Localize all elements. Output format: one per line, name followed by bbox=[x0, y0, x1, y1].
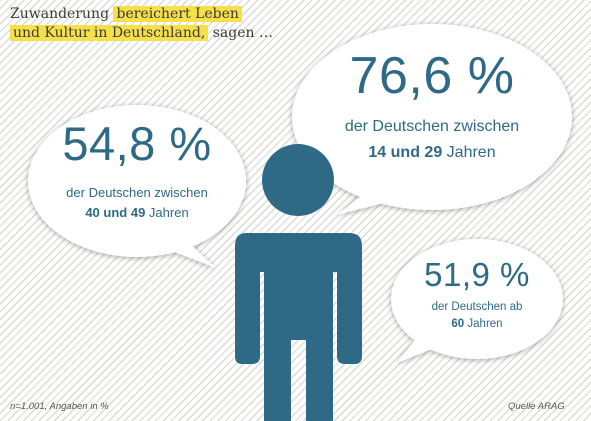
bubble-left-age: 40 und 49 bbox=[85, 205, 146, 220]
bubble-left-value: 54,8 % bbox=[62, 117, 212, 170]
bubble-left-unit: Jahren bbox=[148, 205, 189, 220]
source-label: Quelle ARAG bbox=[508, 401, 565, 412]
speech-bubble-left bbox=[28, 105, 246, 268]
bubble-bottom-right-age: 60 bbox=[451, 318, 465, 330]
headline-highlight-2: und Kultur in Deutschland, bbox=[10, 25, 209, 41]
bubble-bottom-right-text: 51,9 % der Deutschen ab 60 Jahren bbox=[407, 258, 547, 330]
bubble-left-line1: der Deutschen zwischen bbox=[66, 185, 208, 200]
bubble-top-right-line2: 14 und 29 Jahren bbox=[316, 144, 548, 162]
person-body bbox=[235, 233, 362, 421]
bubble-top-right-age: 14 und 29 bbox=[368, 144, 443, 161]
bubble-bottom-right-unit: Jahren bbox=[467, 318, 503, 330]
person-head bbox=[262, 144, 334, 216]
headline: Zuwanderung bereichert Leben und Kultur … bbox=[10, 5, 310, 43]
bubble-top-right-text: 76,6 % der Deutschen zwischen 14 und 29 … bbox=[316, 50, 548, 162]
person-figure bbox=[235, 144, 362, 421]
bubble-left-line2: 40 und 49 Jahren bbox=[42, 205, 232, 220]
bubble-bottom-right-value: 51,9 % bbox=[424, 256, 530, 293]
bubble-top-right-value: 76,6 % bbox=[349, 47, 515, 105]
bubble-bottom-right-line1: der Deutschen ab bbox=[431, 301, 523, 313]
bubble-top-right-unit: Jahren bbox=[446, 144, 496, 161]
speech-bubble-top-right bbox=[292, 24, 572, 215]
headline-text: Zuwanderung bbox=[10, 6, 110, 22]
bubble-bottom-right-line2: 60 Jahren bbox=[407, 318, 547, 330]
bubble-top-right-line1: der Deutschen zwischen bbox=[344, 118, 520, 135]
speech-bubble-bottom-right bbox=[391, 239, 563, 363]
headline-text-end: sagen … bbox=[212, 25, 273, 41]
headline-highlight-1: bereichert Leben bbox=[113, 6, 242, 22]
footnote: n=1.001, Angaben in % bbox=[10, 401, 109, 412]
bubble-left-text: 54,8 % der Deutschen zwischen 40 und 49 … bbox=[42, 120, 232, 220]
